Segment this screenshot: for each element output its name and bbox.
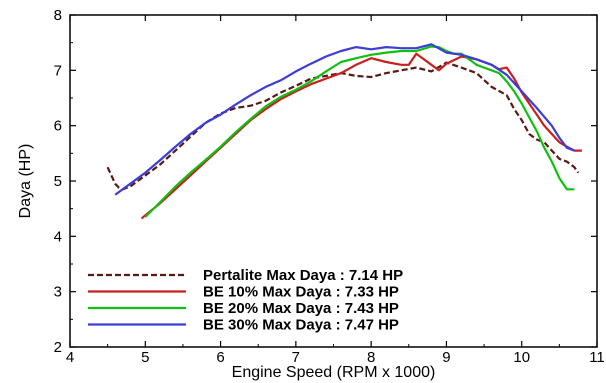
y-tick-label: 4 (54, 228, 62, 245)
legend-label-2: BE 10% Max Daya : 7.33 HP (203, 284, 399, 301)
x-tick-label: 6 (216, 349, 224, 366)
x-axis-title: Engine Speed (RPM x 1000) (232, 364, 436, 381)
legend-label-1: Pertalite Max Daya : 7.14 HP (203, 267, 403, 284)
y-tick-label: 6 (54, 118, 62, 135)
legend-label-4: BE 30% Max Daya : 7.47 HP (203, 317, 399, 334)
series-line-3 (144, 45, 575, 218)
y-tick-label: 7 (54, 62, 62, 79)
axis-ticks: 4 5 6 7 8 9 10 11 2 3 4 5 6 7 8 (54, 7, 605, 366)
x-tick-label: 8 (367, 349, 375, 366)
legend-label-3: BE 20% Max Daya : 7.43 HP (203, 300, 399, 317)
series-lines (106, 43, 582, 220)
series-line-2 (140, 52, 582, 220)
x-tick-label: 10 (513, 349, 530, 366)
series-line-1 (106, 61, 580, 191)
y-tick-label: 2 (54, 339, 62, 356)
x-tick-label: 5 (141, 349, 149, 366)
y-tick-label: 3 (54, 284, 62, 301)
x-tick-label: 4 (66, 349, 74, 366)
y-axis-title: Daya (HP) (17, 144, 34, 219)
x-tick-label: 11 (589, 349, 605, 366)
x-tick-label: 7 (292, 349, 300, 366)
x-tick-label: 9 (442, 349, 450, 366)
series-line-4 (114, 43, 575, 196)
y-tick-label: 8 (54, 7, 62, 24)
y-tick-label: 5 (54, 173, 62, 190)
